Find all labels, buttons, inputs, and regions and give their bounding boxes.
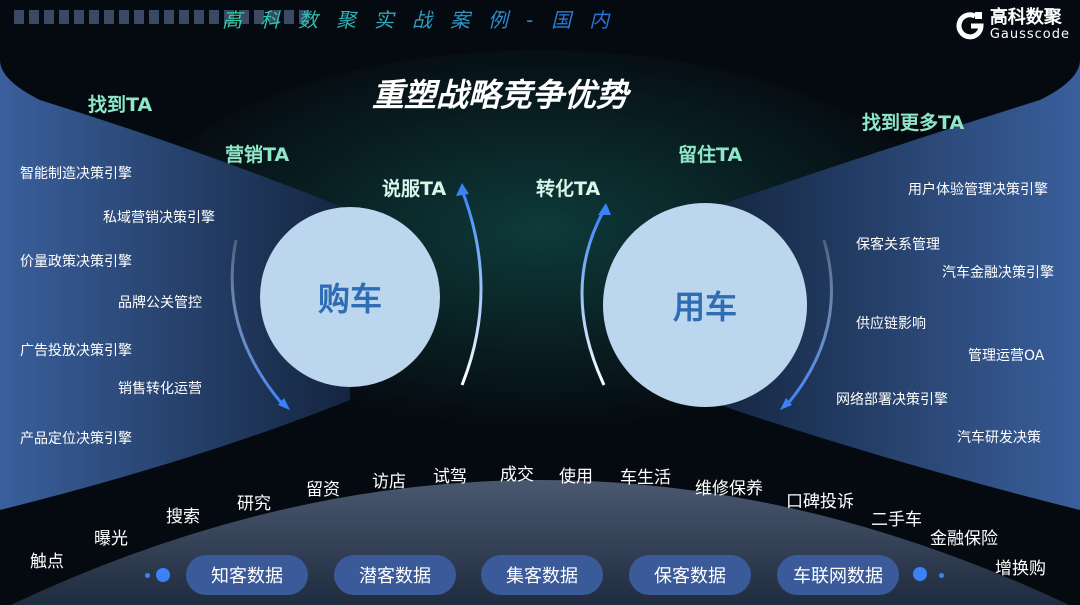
logo-text-en: Gausscode [989, 27, 1070, 42]
arrow-head-icon [456, 183, 469, 196]
journey-stage: 访店 [372, 472, 406, 492]
ta-find: 找到TA [88, 94, 153, 116]
journey-stage: 试驾 [433, 467, 467, 487]
journey-stage: 增换购 [995, 559, 1046, 579]
data-pill-zhike: 知客数据 [186, 555, 308, 595]
data-pill-iov: 车联网数据 [777, 555, 899, 595]
ta-persuade: 说服TA [382, 178, 447, 200]
journey-stage: 车生活 [620, 468, 671, 488]
left-item: 私域营销决策引擎 [103, 210, 215, 226]
right-item: 网络部署决策引擎 [836, 392, 948, 408]
logo: 高科数聚 Gausscode [955, 8, 1070, 42]
journey-stage: 成交 [500, 465, 534, 485]
journey-stage: 曝光 [94, 529, 128, 549]
right-item: 供应链影响 [856, 316, 926, 332]
data-pill-baoke: 保客数据 [629, 555, 751, 595]
header-title: 高科数聚实战案例-国内 [222, 4, 627, 33]
dot-decoration [913, 567, 927, 581]
main-title: 重塑战略竞争优势 [372, 76, 629, 114]
dot-decoration [939, 573, 944, 578]
ta-convert: 转化TA [536, 178, 601, 200]
journey-stage: 二手车 [871, 510, 922, 530]
logo-text-cn: 高科数聚 [989, 7, 1062, 28]
ta-market: 营销TA [225, 144, 290, 166]
buy-car-circle: 购车 [260, 207, 440, 387]
left-item: 产品定位决策引擎 [20, 431, 132, 447]
left-item: 广告投放决策引擎 [20, 343, 132, 359]
dot-decoration [156, 568, 170, 582]
journey-stage: 使用 [559, 467, 593, 487]
left-item: 价量政策决策引擎 [20, 254, 132, 270]
ta-find-more: 找到更多TA [862, 112, 965, 134]
journey-stage: 金融保险 [930, 529, 998, 549]
journey-stage: 触点 [30, 552, 64, 572]
left-item: 销售转化运营 [118, 381, 202, 397]
use-car-circle: 用车 [603, 203, 807, 407]
right-item: 汽车金融决策引擎 [942, 265, 1054, 281]
data-pill-qianke: 潜客数据 [334, 555, 456, 595]
journey-stage: 搜索 [166, 507, 200, 527]
arrow-head-icon [780, 398, 792, 410]
right-item: 保客关系管理 [856, 237, 940, 253]
journey-stage: 研究 [237, 494, 271, 514]
right-item: 用户体验管理决策引擎 [908, 182, 1048, 198]
ta-retain: 留住TA [678, 144, 743, 166]
data-pill-jike: 集客数据 [481, 555, 603, 595]
arrow-head-icon [278, 398, 290, 410]
journey-stage: 口碑投诉 [786, 492, 854, 512]
left-item: 品牌公关管控 [118, 295, 202, 311]
dot-decoration [145, 573, 150, 578]
header-decoration [14, 10, 309, 24]
arrow-head-icon [598, 203, 611, 215]
right-item: 管理运营OA [968, 348, 1045, 364]
right-item: 汽车研发决策 [957, 430, 1041, 446]
left-item: 智能制造决策引擎 [20, 166, 132, 182]
journey-stage: 留资 [306, 480, 340, 500]
journey-stage: 维修保养 [695, 479, 763, 499]
gausscode-logo-icon [956, 12, 984, 40]
